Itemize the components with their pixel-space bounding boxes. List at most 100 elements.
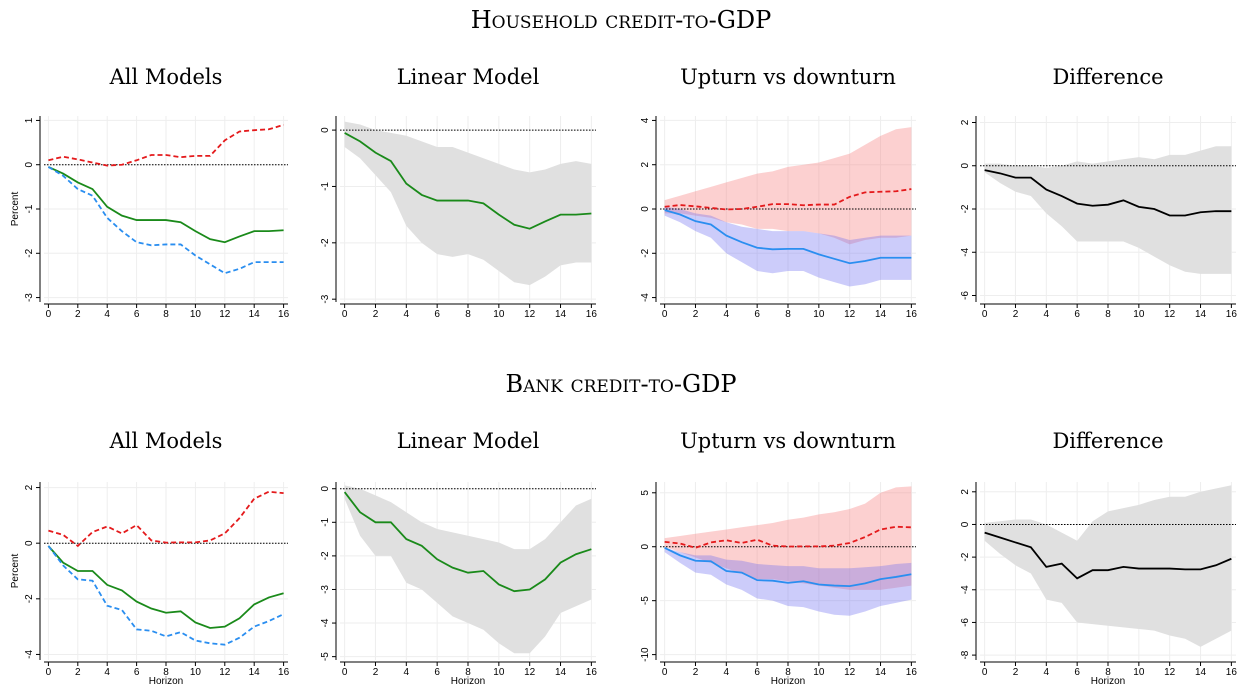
x-tick-label: 10 [493,309,505,320]
y-tick-label: -2 [24,248,35,257]
x-tick-label: 10 [493,667,505,678]
y-tick-label: -5 [640,596,651,605]
x-tick-label: 10 [1133,309,1145,320]
x-tick-label: 6 [434,667,440,678]
x-tick-label: 4 [104,667,110,678]
x-tick-label: 8 [785,667,791,678]
y-tick-label: -4 [640,293,651,302]
x-tick-label: 2 [75,667,81,678]
chart-title: All Models [109,429,223,453]
confidence-band [664,486,912,590]
x-tick-label: 0 [662,667,668,678]
x-tick-label: 8 [465,667,471,678]
y-tick-label: 0 [640,206,651,212]
y-tick-label: 0 [320,127,331,133]
y-tick-label: -8 [960,650,971,659]
x-tick-label: 4 [724,667,730,678]
y-tick-label: 2 [960,119,971,125]
x-tick-label: 16 [1226,309,1238,320]
confidence-band [984,146,1232,274]
x-tick-label: 2 [373,667,379,678]
y-tick-label: -6 [960,618,971,627]
x-tick-label: 12 [844,309,856,320]
x-tick-label: 16 [906,309,918,320]
confidence-band [984,485,1232,647]
series-line [47,166,284,275]
series-line [664,546,912,588]
y-tick-label: 2 [960,489,971,495]
chart-title: Difference [1052,65,1163,89]
series-line [48,166,284,244]
series-line [343,491,592,593]
x-tick-label: 14 [1195,309,1207,320]
x-tick-label: 2 [693,309,699,320]
series-line [664,188,912,211]
y-tick-label: -6 [960,291,971,300]
confidence-band [664,547,912,616]
y-tick-label: 0 [24,161,35,167]
x-tick-label: 12 [844,667,856,678]
x-tick-label: 8 [163,667,169,678]
x-tick-label: 2 [1013,309,1019,320]
x-tick-label: 8 [1105,667,1111,678]
x-tick-label: 14 [555,667,567,678]
series-line [48,123,284,167]
x-tick-label: 6 [134,309,140,320]
x-tick-label: 6 [754,667,760,678]
y-tick-label: -10 [640,647,651,662]
x-tick-label: 0 [342,309,348,320]
y-tick-label: -2 [320,551,331,560]
x-tick-label: 16 [1226,667,1238,678]
x-tick-label: 6 [434,309,440,320]
x-tick-label: 8 [785,309,791,320]
y-tick-label: 2 [640,161,651,167]
x-tick-label: 0 [662,309,668,320]
y-tick-label: 0 [960,163,971,169]
y-tick-label: -2 [640,248,651,257]
series-line [48,490,284,548]
y-tick-label: 5 [640,490,651,496]
x-tick-label: 16 [586,667,598,678]
x-tick-label: 10 [190,667,202,678]
y-tick-label: 2 [24,484,35,490]
y-tick-label: 0 [320,485,331,491]
x-tick-label: 0 [46,667,52,678]
x-tick-label: 4 [104,309,110,320]
y-tick-label: 4 [640,117,651,123]
x-tick-label: 6 [1074,667,1080,678]
y-tick-label: -4 [320,618,331,627]
y-tick-label: -2 [960,204,971,213]
x-tick-label: 10 [813,309,825,320]
x-tick-label: 10 [190,309,202,320]
section-heading: Bank credit-to-GDP [505,370,736,398]
x-tick-label: 12 [524,309,536,320]
x-tick-label: 4 [724,309,730,320]
series-line [47,545,284,646]
x-tick-label: 8 [163,309,169,320]
series-line [344,132,592,230]
x-tick-label: 10 [813,667,825,678]
series-line [47,545,284,629]
x-tick-label: 4 [1044,667,1050,678]
chart-title: Difference [1052,429,1163,453]
confidence-band [344,121,592,286]
series-line [664,209,912,265]
chart-title: Linear Model [397,65,540,89]
x-tick-label: 6 [134,667,140,678]
chart-title: Upturn vs downturn [680,65,896,89]
x-tick-label: 14 [249,667,261,678]
chart-title: Upturn vs downturn [680,429,896,453]
series-line [664,525,912,549]
series-line [984,169,1232,217]
x-tick-label: 0 [46,309,52,320]
x-axis-label: Horizon [149,676,183,686]
y-tick-label: -3 [320,294,331,303]
y-tick-label: -3 [320,585,331,594]
x-tick-label: 12 [219,309,231,320]
confidence-band [344,485,592,654]
y-tick-label: -4 [24,650,35,659]
x-tick-label: 16 [278,667,290,678]
y-tick-label: -1 [24,204,35,213]
x-tick-label: 16 [278,309,290,320]
x-tick-label: 2 [1013,667,1019,678]
